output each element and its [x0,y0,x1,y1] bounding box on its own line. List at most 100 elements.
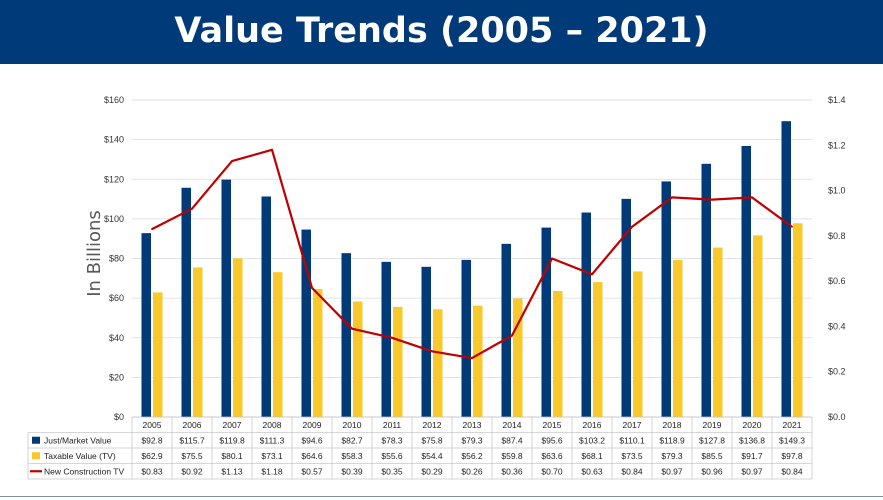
table-cell: $0.35 [381,466,403,476]
line-new-construction [151,148,793,360]
table-cell: $79.3 [661,451,683,461]
table-year-label: 2015 [543,420,562,430]
bar-taxable [753,235,763,417]
y-tick-label: $100 [104,214,124,224]
table-cell: $54.4 [421,451,443,461]
table-cell: $110.1 [619,435,645,445]
bar-taxable [153,292,163,417]
table-cell: $149.3 [779,435,805,445]
y2-tick-label: $0.0 [828,412,846,422]
table-cell: $64.6 [301,451,323,461]
table-cell: $85.5 [701,451,723,461]
bar-taxable [673,259,683,417]
bar-taxable [273,272,283,417]
bar-just-market [461,259,471,417]
table-cell: $1.13 [221,466,243,476]
y-tick-label: $0 [114,412,124,422]
bar-taxable [593,282,603,417]
point-new-construction [511,334,513,337]
point-new-construction [551,257,553,260]
table-cell: $80.1 [221,451,243,461]
y2-tick-label: $0.6 [828,276,846,286]
point-new-construction [791,225,793,228]
table-cell: $0.92 [181,466,203,476]
point-new-construction [631,225,633,228]
table-cell: $94.6 [301,435,323,445]
bar-taxable [473,305,483,417]
bar-taxable [313,289,323,417]
table-cell: $127.8 [699,435,725,445]
table-cell: $79.3 [461,435,483,445]
table-year-label: 2006 [183,420,202,430]
table-cell: $136.8 [739,435,765,445]
bar-just-market [701,163,711,417]
table-cell: $115.7 [179,435,205,445]
bar-taxable [793,223,803,417]
bar-just-market [341,253,351,417]
table-cell: $58.3 [341,451,363,461]
table-year-label: 2012 [423,420,442,430]
bar-taxable [633,271,643,417]
table-cell: $118.9 [659,435,685,445]
y-tick-label: $20 [109,372,124,382]
table-year-label: 2021 [783,420,802,430]
table-cell: $55.6 [381,451,403,461]
bar-just-market [141,233,151,417]
table-cell: $0.96 [701,466,723,476]
bar-just-market [621,198,631,417]
point-new-construction [671,196,673,199]
table-year-label: 2020 [743,420,762,430]
bar-just-market [301,229,311,417]
bar-taxable [353,301,363,417]
table-cell: $62.9 [141,451,163,461]
table-cell: $0.97 [661,466,683,476]
table-cell: $0.57 [301,466,323,476]
y-axis-title: In Billions [84,210,105,297]
point-new-construction [591,273,593,276]
bar-just-market [741,145,751,417]
table-cell: $75.5 [181,451,203,461]
table-year-label: 2019 [703,420,722,430]
legend-entry: Taxable Value (TV) [44,451,116,461]
legend-entry: Just/Market Value [44,435,112,445]
y-tick-label: $120 [104,174,124,184]
point-new-construction [391,336,393,339]
table-cell: $103.2 [579,435,605,445]
header-bar: Value Trends (2005 – 2021) [0,0,883,64]
point-new-construction [351,327,353,330]
table-cell: $0.97 [741,466,763,476]
table-cell: $95.6 [541,435,563,445]
point-new-construction [751,196,753,199]
y2-tick-label: $0.8 [828,231,846,241]
bar-just-market [661,181,671,417]
point-new-construction [431,350,433,353]
bar-just-market [421,266,431,417]
point-new-construction [711,198,713,201]
table-cell: $92.8 [141,435,163,445]
table-cell: $78.3 [381,435,403,445]
bar-just-market [381,261,391,417]
table-cell: $0.29 [421,466,443,476]
table-year-label: 2014 [503,420,522,430]
table-cell: $59.8 [501,451,523,461]
table-year-label: 2017 [623,420,642,430]
table-cell: $0.84 [621,466,643,476]
page-title: Value Trends (2005 – 2021) [174,11,709,51]
bar-taxable [713,247,723,417]
bar-just-market [581,212,591,417]
table-year-label: 2016 [583,420,602,430]
table-cell: $1.18 [261,466,283,476]
y-tick-label: $80 [109,254,124,264]
table-year-label: 2009 [303,420,322,430]
table-cell: $0.63 [581,466,603,476]
point-new-construction [471,357,473,360]
table-year-label: 2008 [263,420,282,430]
point-new-construction [311,287,313,289]
y2-tick-label: $1.0 [828,186,846,196]
legend-key-taxable [32,452,40,460]
table-cell: $0.26 [461,466,483,476]
table-year-label: 2013 [463,420,482,430]
point-new-construction [231,160,233,163]
point-new-construction [271,148,273,151]
table-cell: $119.8 [219,435,245,445]
